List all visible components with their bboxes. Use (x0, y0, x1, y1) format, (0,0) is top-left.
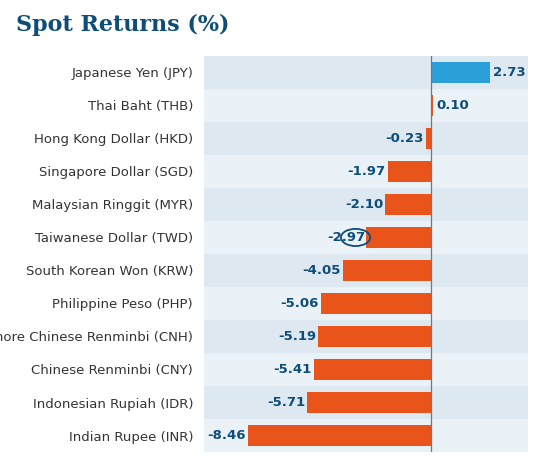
Bar (204, 221, 528, 254)
Text: -1.97: -1.97 (348, 165, 386, 178)
Bar (431, 62, 490, 82)
Bar (388, 161, 431, 182)
Bar (321, 293, 431, 314)
Bar (204, 353, 528, 386)
Text: -8.46: -8.46 (207, 429, 245, 442)
Text: -4.05: -4.05 (302, 264, 341, 277)
Bar (204, 89, 528, 122)
Text: -5.06: -5.06 (280, 297, 319, 310)
Bar (204, 254, 528, 287)
Bar (431, 95, 433, 116)
Text: -2.10: -2.10 (345, 198, 383, 211)
Bar (204, 155, 528, 188)
Bar (204, 320, 528, 353)
Bar (204, 188, 528, 221)
Text: -5.19: -5.19 (278, 330, 316, 343)
Text: 0.10: 0.10 (436, 99, 469, 112)
Bar (426, 128, 431, 149)
Text: -5.71: -5.71 (267, 396, 305, 409)
Bar (314, 359, 431, 380)
Text: -5.41: -5.41 (273, 363, 311, 376)
Text: -0.23: -0.23 (385, 132, 424, 145)
Bar (385, 194, 431, 215)
Text: -2.97: -2.97 (327, 231, 365, 244)
Text: 2.73: 2.73 (493, 66, 526, 79)
Bar (204, 419, 528, 452)
Bar (366, 227, 431, 248)
Text: Spot Returns (%): Spot Returns (%) (16, 14, 230, 36)
Bar (204, 287, 528, 320)
Bar (204, 56, 528, 89)
Bar (204, 386, 528, 419)
Bar (204, 122, 528, 155)
Bar (307, 392, 431, 413)
Bar (343, 260, 431, 281)
Bar (248, 425, 431, 446)
Bar (318, 326, 431, 347)
